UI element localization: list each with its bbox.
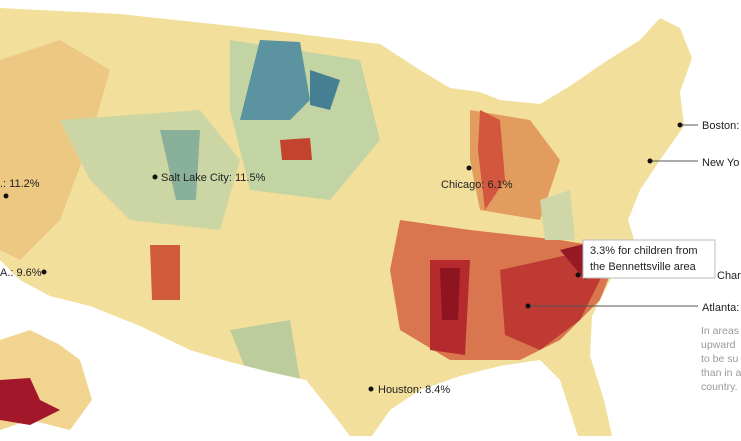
city-dot	[41, 269, 47, 275]
city-dot	[677, 122, 683, 128]
city-label: Chicago: 6.1%	[441, 179, 513, 191]
city-label: A.: 9.6%	[0, 267, 42, 279]
city-dot	[3, 193, 9, 199]
city-dot	[368, 386, 374, 392]
city-dot	[525, 303, 531, 309]
city-label: Boston:	[702, 120, 739, 132]
city-label: Charlott	[717, 270, 741, 282]
side-line: In areas	[701, 325, 739, 337]
city-label: .: 11.2%	[0, 178, 40, 190]
tooltip-box	[582, 239, 716, 279]
side-line: than in a	[701, 367, 741, 379]
city-labels: Salt Lake City: 11.5% Chicago: 6.1% Housto…	[0, 120, 741, 396]
city-dot	[466, 165, 472, 171]
side-line: upward	[701, 339, 736, 351]
tooltip: 3.3% for children from the Bennettsville…	[582, 239, 716, 279]
city-dot	[647, 158, 653, 164]
alaska	[0, 330, 92, 430]
city-label: New Yo	[702, 157, 739, 169]
city-dot	[575, 272, 581, 278]
city-label: Atlanta:	[702, 302, 739, 314]
side-line: country.	[701, 381, 738, 393]
city-dot	[152, 174, 158, 180]
city-label: Salt Lake City: 11.5%	[161, 172, 266, 184]
side-text: In areas upward to be su than in a country.	[701, 325, 741, 393]
tooltip-line: the Bennettsville area	[590, 261, 697, 273]
city-label: Houston: 8.4%	[378, 384, 450, 396]
tooltip-line: 3.3% for children from	[590, 245, 698, 257]
side-line: to be su	[701, 353, 739, 365]
